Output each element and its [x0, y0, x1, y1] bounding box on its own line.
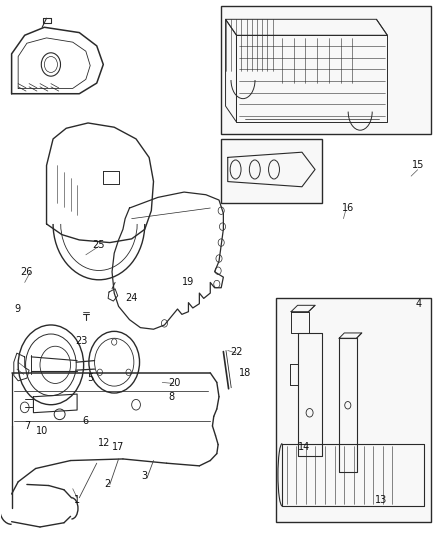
Text: 12: 12 — [99, 438, 111, 448]
Text: 19: 19 — [182, 278, 194, 287]
Text: 2: 2 — [105, 480, 111, 489]
Bar — [221, 6, 431, 134]
Text: 25: 25 — [93, 240, 105, 250]
Text: 26: 26 — [20, 267, 32, 277]
Text: 9: 9 — [14, 304, 20, 314]
Text: 14: 14 — [298, 442, 310, 452]
Text: 20: 20 — [168, 378, 180, 389]
Text: 8: 8 — [168, 392, 174, 402]
Text: 18: 18 — [239, 368, 251, 378]
Text: 17: 17 — [113, 442, 125, 452]
Text: 6: 6 — [83, 416, 89, 426]
Text: 3: 3 — [142, 472, 148, 481]
Text: 24: 24 — [126, 293, 138, 303]
Bar — [221, 139, 321, 203]
Bar — [276, 298, 431, 522]
Text: 1: 1 — [74, 495, 80, 505]
Text: 7: 7 — [24, 421, 30, 431]
Text: 15: 15 — [411, 160, 424, 171]
Text: 4: 4 — [416, 298, 422, 309]
Text: 16: 16 — [342, 203, 354, 213]
Text: 13: 13 — [375, 495, 388, 505]
Text: 22: 22 — [230, 346, 243, 357]
Text: 23: 23 — [75, 336, 88, 346]
Text: 5: 5 — [87, 373, 93, 383]
Text: 10: 10 — [36, 426, 48, 437]
